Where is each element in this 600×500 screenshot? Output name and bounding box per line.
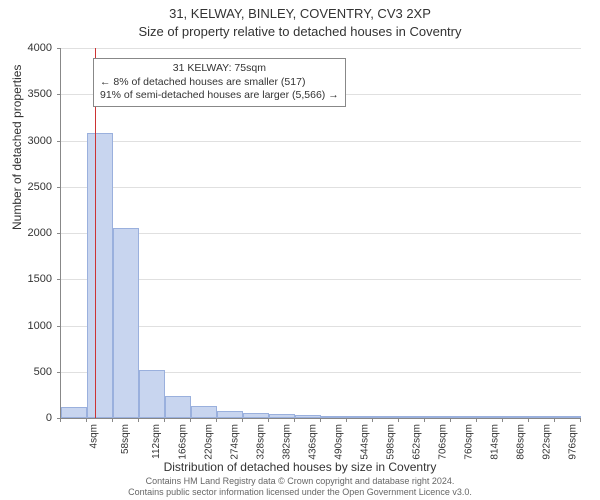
annotation-line1: 31 KELWAY: 75sqm (100, 62, 339, 76)
xtick-mark (554, 418, 555, 422)
ytick-label: 3500 (28, 88, 52, 100)
xtick-mark (242, 418, 243, 422)
ytick-label: 2500 (28, 181, 52, 193)
xtick-mark (424, 418, 425, 422)
xtick-mark (450, 418, 451, 422)
xtick-label: 58sqm (120, 424, 131, 454)
histogram-bar (139, 370, 165, 418)
gridline (61, 326, 581, 327)
ytick-mark (57, 372, 61, 373)
histogram-bar (165, 396, 191, 418)
annotation-line3: 91% of semi-detached houses are larger (… (100, 89, 339, 103)
annotation-line2: ← 8% of detached houses are smaller (517… (100, 76, 339, 90)
ytick-label: 3000 (28, 135, 52, 147)
xtick-label: 328sqm (256, 424, 267, 460)
ytick-label: 0 (46, 412, 52, 424)
x-axis-label: Distribution of detached houses by size … (0, 460, 600, 474)
ytick-mark (57, 187, 61, 188)
xtick-mark (164, 418, 165, 422)
xtick-label: 706sqm (438, 424, 449, 460)
histogram-bar (113, 228, 139, 418)
gridline (61, 233, 581, 234)
xtick-label: 382sqm (282, 424, 293, 460)
xtick-mark (346, 418, 347, 422)
xtick-label: 598sqm (386, 424, 397, 460)
xtick-mark (372, 418, 373, 422)
xtick-label: 112sqm (151, 424, 162, 459)
histogram-bar (191, 406, 217, 418)
xtick-label: 922sqm (542, 424, 553, 460)
xtick-mark (580, 418, 581, 422)
xtick-label: 814sqm (490, 424, 501, 460)
histogram-bar (217, 411, 243, 418)
xtick-mark (528, 418, 529, 422)
x-tick-container: 4sqm 58sqm 112sqm 166sqm 220sqm 274sqm 328sqm 3… (60, 418, 580, 460)
ytick-mark (57, 326, 61, 327)
ytick-mark (57, 233, 61, 234)
xtick-mark (86, 418, 87, 422)
xtick-mark (268, 418, 269, 422)
footer-line1: Contains HM Land Registry data © Crown c… (0, 476, 600, 487)
gridline (61, 48, 581, 49)
histogram-bar (61, 407, 87, 418)
gridline (61, 279, 581, 280)
ytick-label: 1500 (28, 273, 52, 285)
plot-area: 31 KELWAY: 75sqm ← 8% of detached houses… (60, 48, 581, 419)
xtick-mark (294, 418, 295, 422)
ytick-mark (57, 141, 61, 142)
xtick-mark (398, 418, 399, 422)
footer-line2: Contains public sector information licen… (0, 487, 600, 498)
ytick-mark (57, 48, 61, 49)
xtick-mark (320, 418, 321, 422)
xtick-label: 544sqm (360, 424, 371, 460)
xtick-label: 436sqm (308, 424, 319, 460)
xtick-label: 166sqm (178, 424, 189, 460)
chart-title-desc: Size of property relative to detached ho… (0, 24, 600, 39)
chart-title-address: 31, KELWAY, BINLEY, COVENTRY, CV3 2XP (0, 6, 600, 21)
xtick-label: 760sqm (464, 424, 475, 460)
xtick-label: 868sqm (516, 424, 527, 460)
xtick-mark (476, 418, 477, 422)
xtick-mark (60, 418, 61, 422)
xtick-mark (502, 418, 503, 422)
xtick-label: 652sqm (412, 424, 423, 460)
histogram-bar (87, 133, 113, 418)
xtick-mark (112, 418, 113, 422)
xtick-label: 220sqm (204, 424, 215, 460)
xtick-mark (190, 418, 191, 422)
ytick-mark (57, 94, 61, 95)
ytick-label: 2000 (28, 227, 52, 239)
ytick-label: 1000 (28, 320, 52, 332)
xtick-label: 274sqm (230, 424, 241, 460)
ytick-mark (57, 279, 61, 280)
xtick-label: 490sqm (334, 424, 345, 460)
xtick-label: 4sqm (88, 424, 99, 448)
xtick-mark (216, 418, 217, 422)
gridline (61, 141, 581, 142)
gridline (61, 187, 581, 188)
ytick-label: 4000 (28, 42, 52, 54)
annotation-box: 31 KELWAY: 75sqm ← 8% of detached houses… (93, 58, 346, 107)
footer-attribution: Contains HM Land Registry data © Crown c… (0, 476, 600, 498)
xtick-label: 976sqm (568, 424, 579, 460)
y-tick-container: 05001000150020002500300035004000 (0, 48, 56, 418)
ytick-label: 500 (34, 366, 52, 378)
xtick-mark (138, 418, 139, 422)
